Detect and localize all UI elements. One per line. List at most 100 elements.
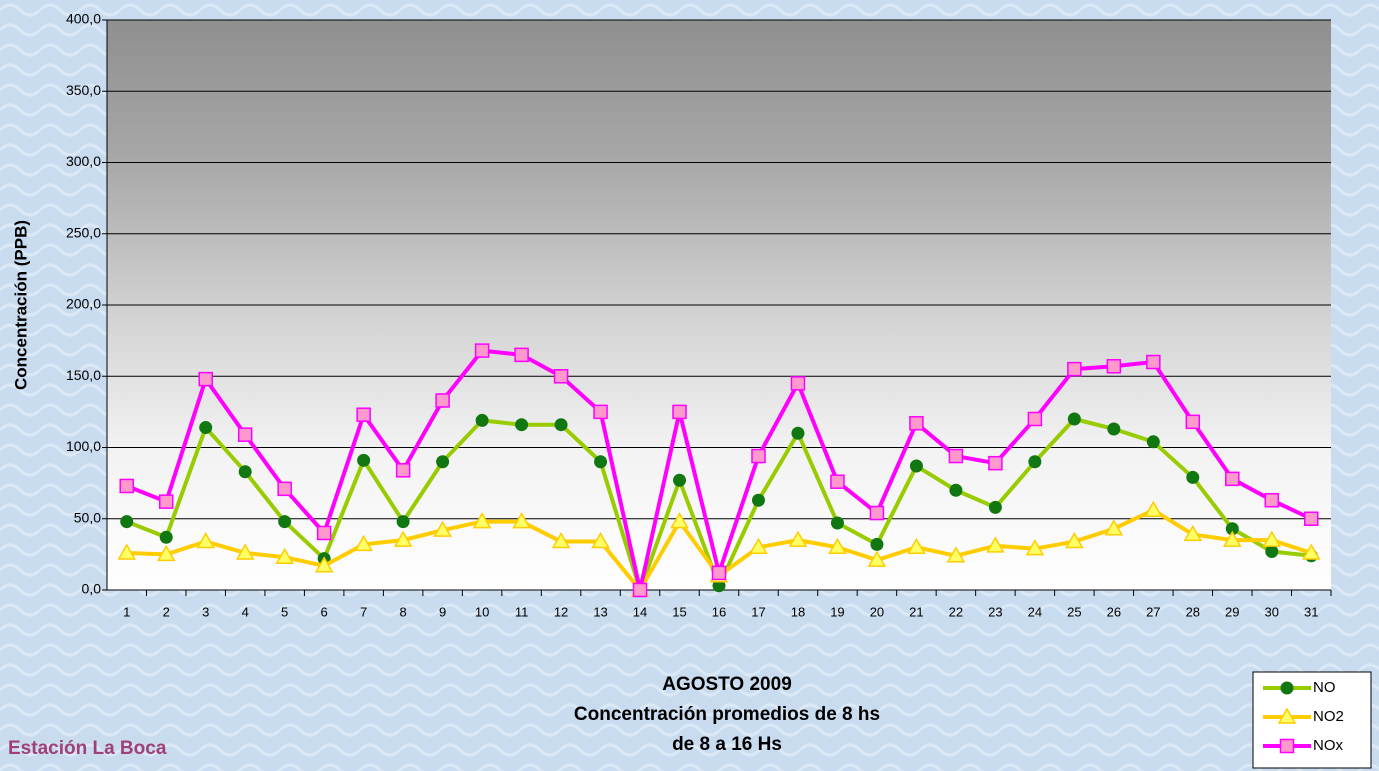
data-point [158, 494, 174, 509]
data-point [1144, 500, 1163, 517]
data-point [1106, 359, 1122, 374]
y-tick-label: 300,0 [66, 153, 101, 169]
data-point [948, 448, 964, 464]
legend-marker [1279, 738, 1295, 754]
data-point [988, 455, 1003, 471]
data-point [1067, 412, 1081, 426]
x-tick-label: 1 [123, 604, 130, 619]
data-point [314, 556, 334, 573]
data-point [1104, 519, 1124, 536]
data-point [867, 550, 887, 567]
data-point [632, 582, 648, 598]
legend-label: NOx [1313, 737, 1344, 754]
x-tick-label: 18 [791, 604, 805, 619]
data-point [554, 418, 568, 432]
x-tick-label: 24 [1028, 604, 1042, 619]
subtitle: Concentración promedios de 8 hs [574, 704, 880, 725]
data-point [909, 416, 924, 431]
x-tick-label: 3 [202, 604, 209, 619]
data-point [551, 532, 571, 549]
data-point [949, 483, 963, 497]
data-point [393, 530, 413, 547]
data-point [788, 530, 808, 547]
data-point [986, 536, 1005, 553]
y-axis-label: Concentración (PPB) [11, 220, 30, 390]
x-tick-label: 21 [909, 604, 923, 619]
data-point [119, 478, 134, 494]
data-point [435, 393, 450, 408]
data-point [830, 516, 844, 530]
data-point [711, 565, 727, 581]
x-tick-label: 19 [830, 604, 844, 619]
data-point [196, 532, 216, 549]
data-point [1304, 511, 1319, 526]
data-point [791, 426, 805, 440]
x-tick-label: 23 [988, 604, 1002, 619]
data-point [1301, 543, 1321, 560]
data-point [159, 530, 173, 544]
x-tick-label: 8 [400, 604, 407, 619]
data-point [946, 546, 966, 563]
data-point [1264, 492, 1280, 508]
data-point [1067, 361, 1082, 377]
data-point [1025, 539, 1045, 556]
y-tick-label: 400,0 [66, 11, 101, 27]
data-point [1186, 470, 1200, 484]
x-tick-label: 15 [672, 604, 686, 619]
data-point [433, 520, 452, 537]
data-point [474, 343, 490, 358]
data-point [472, 512, 492, 529]
data-point [1146, 354, 1161, 370]
data-point [909, 459, 923, 473]
data-point [790, 376, 806, 391]
x-tick-label: 12 [554, 604, 568, 619]
x-tick-label: 11 [515, 604, 529, 619]
data-point [316, 525, 332, 541]
data-point [1107, 422, 1121, 436]
legend-label: NO2 [1313, 708, 1344, 725]
y-tick-label: 100,0 [66, 438, 101, 454]
y-tick-label: 50,0 [74, 509, 101, 525]
data-point [593, 404, 608, 420]
data-point [1028, 455, 1042, 469]
x-tick-label: 17 [751, 604, 765, 619]
data-point [553, 369, 569, 384]
x-tick-label: 4 [242, 604, 249, 619]
x-tick-label: 5 [281, 604, 288, 619]
x-tick-label: 29 [1225, 604, 1239, 619]
y-tick-label: 0,0 [82, 581, 102, 597]
subtitle: de 8 a 16 Hs [672, 734, 782, 755]
data-point [356, 407, 371, 422]
y-tick-label: 250,0 [66, 224, 101, 240]
x-tick-label: 10 [475, 604, 489, 619]
data-point [1265, 545, 1279, 559]
data-point [869, 505, 885, 521]
legend-marker [1280, 681, 1294, 695]
data-point [1065, 532, 1084, 549]
data-point [673, 473, 687, 487]
x-tick-label: 28 [1186, 604, 1200, 619]
y-tick-label: 350,0 [66, 82, 101, 98]
data-point [278, 515, 292, 529]
data-point [830, 474, 845, 489]
x-tick-label: 16 [712, 604, 726, 619]
x-tick-label: 26 [1107, 604, 1121, 619]
data-point [907, 537, 926, 554]
data-point [988, 500, 1002, 514]
data-point [1027, 411, 1043, 427]
data-point [1185, 414, 1201, 430]
data-point [198, 371, 213, 387]
data-point [117, 543, 137, 560]
x-tick-label: 30 [1265, 604, 1279, 619]
data-point [199, 421, 213, 435]
data-point [396, 515, 410, 529]
data-point [515, 418, 529, 432]
data-point [277, 481, 292, 497]
x-tick-label: 25 [1067, 604, 1081, 619]
data-point [1146, 435, 1160, 449]
chart-title: AGOSTO 2009 [662, 674, 792, 695]
data-point [1183, 524, 1203, 542]
data-point [395, 463, 411, 478]
data-point [238, 465, 252, 479]
